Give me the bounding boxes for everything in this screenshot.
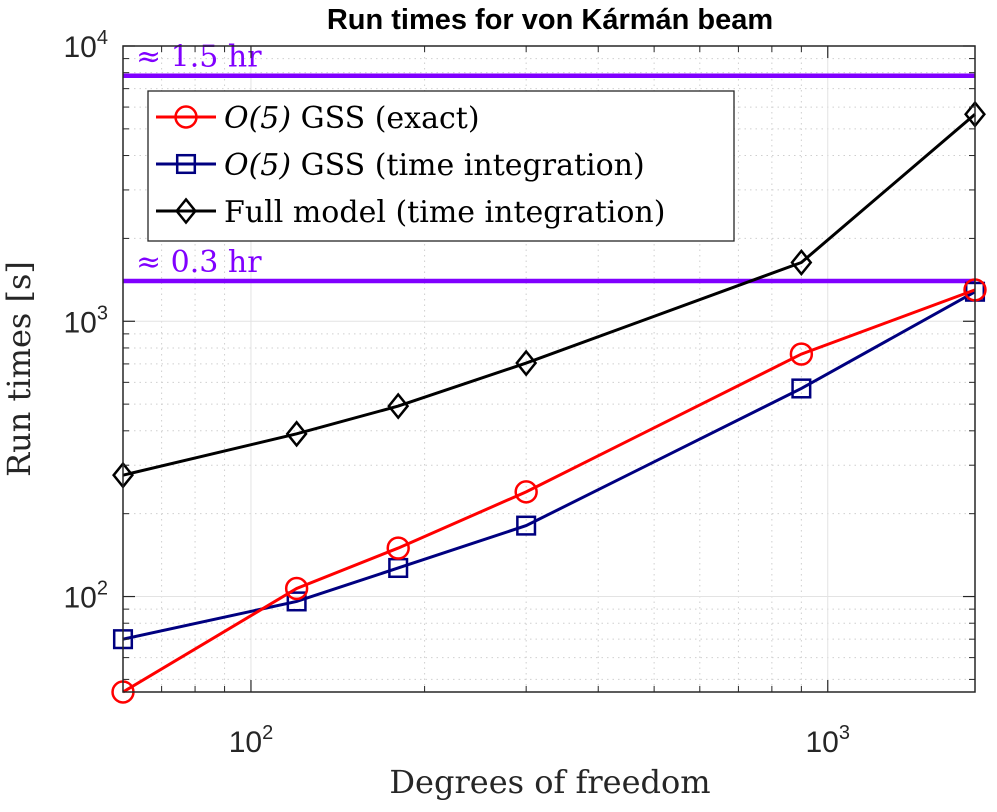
series-line <box>122 113 976 477</box>
legend-label: O(5) GSS (time integration) <box>224 148 645 183</box>
plot-frame <box>122 45 976 693</box>
circle-marker <box>789 342 814 366</box>
circle-marker <box>514 480 538 504</box>
diamond-marker <box>387 392 410 420</box>
y-tick-label: 102 <box>64 578 109 615</box>
x-tick-label: 102 <box>229 722 274 759</box>
tick-labels: 102 103 102 103 104 <box>64 27 851 759</box>
square-marker <box>791 378 812 399</box>
minor-grid <box>122 46 975 692</box>
chart-title: Run times for von Kármán beam <box>327 4 773 36</box>
square-marker <box>286 591 307 612</box>
circle-marker <box>174 105 198 129</box>
y-tick-label: 103 <box>64 302 109 339</box>
axis-ticks <box>122 45 975 692</box>
square-marker <box>516 515 537 536</box>
diamond-marker <box>515 349 538 377</box>
diamond-marker <box>175 197 197 225</box>
reference-line-label: ≈ 1.5 hr <box>136 40 262 75</box>
reference-line-label: ≈ 0.3 hr <box>136 245 262 280</box>
series-line <box>122 290 976 641</box>
circle-marker <box>386 536 410 560</box>
legend-box <box>147 90 735 242</box>
diamond-marker <box>790 248 813 277</box>
circle-marker <box>284 576 309 601</box>
x-axis-label: Degrees of freedom <box>389 763 710 801</box>
y-axis-label: Run times [s] <box>0 261 38 477</box>
y-tick-label: 104 <box>64 27 109 64</box>
diamond-marker <box>285 420 308 448</box>
legend-label: O(5) GSS (exact) <box>224 101 480 136</box>
legend: O(5) GSS (exact) O(5) GSS (time integrati… <box>147 90 735 242</box>
x-tick-label: 103 <box>806 722 851 759</box>
legend-label: Full model (time integration) <box>224 195 665 230</box>
series-line <box>122 288 976 694</box>
square-marker <box>175 153 197 175</box>
